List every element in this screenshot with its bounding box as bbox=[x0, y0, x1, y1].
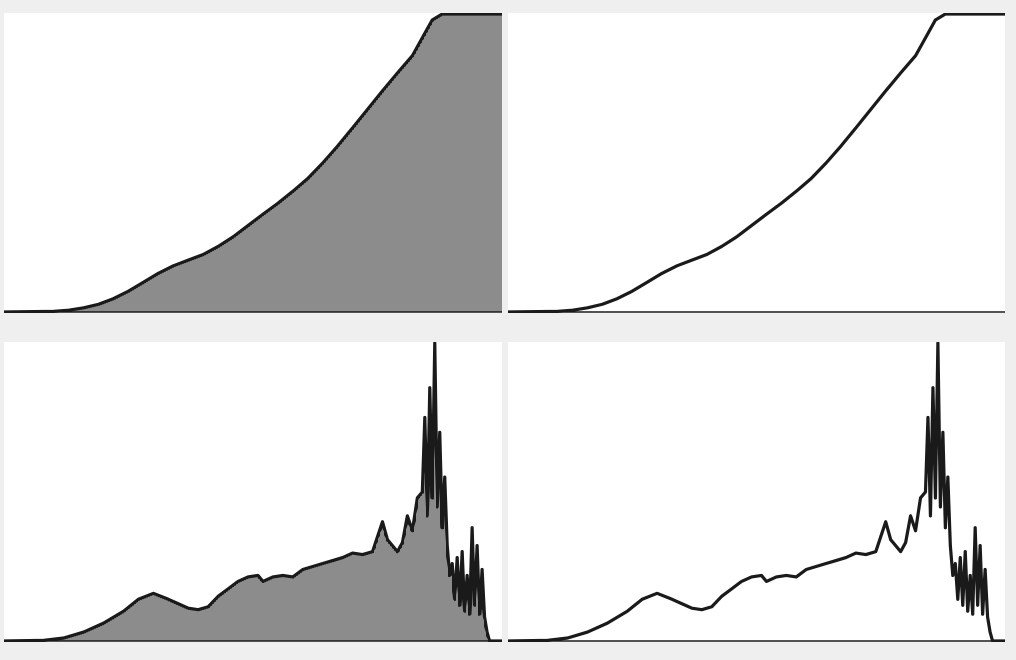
chart-svg-top-left bbox=[4, 13, 502, 313]
chart-svg-top-right bbox=[508, 13, 1005, 313]
series-line bbox=[4, 342, 502, 642]
series-line bbox=[4, 13, 502, 313]
spike-bars bbox=[13, 390, 489, 641]
chart-svg-bottom-right bbox=[508, 342, 1005, 642]
chart-panel-top-right bbox=[508, 13, 1005, 313]
series-line bbox=[508, 342, 1005, 642]
series-line bbox=[508, 13, 1005, 313]
spike-bars bbox=[17, 14, 502, 312]
chart-panel-bottom-right bbox=[508, 342, 1005, 642]
chart-svg-bottom-left bbox=[4, 342, 502, 642]
chart-panel-bottom-left bbox=[4, 342, 502, 642]
chart-panel-top-left bbox=[4, 13, 502, 313]
